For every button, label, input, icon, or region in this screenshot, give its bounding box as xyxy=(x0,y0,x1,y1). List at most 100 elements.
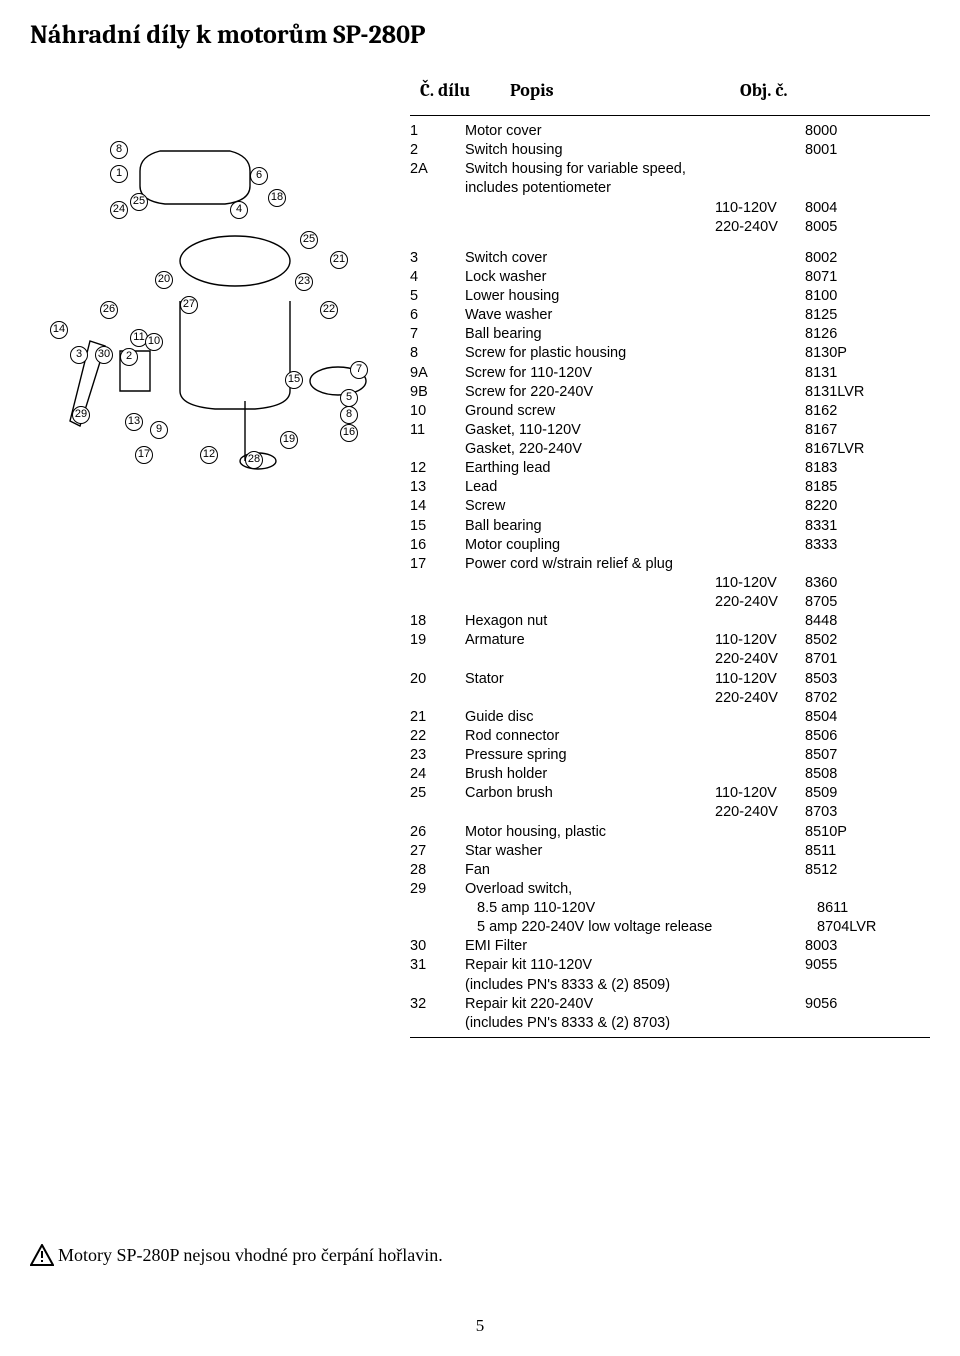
cell-order-number: 8509 xyxy=(805,784,895,803)
cell-variant xyxy=(715,122,805,141)
cell-variant: 110-120V xyxy=(715,574,805,593)
cell-variant xyxy=(715,536,805,555)
cell-order-number: 8503 xyxy=(805,670,895,689)
warning-text: Motory SP-280P nejsou vhodné pro čerpání… xyxy=(58,1245,443,1266)
page-title: Náhradní díly k motorům SP-280P xyxy=(30,20,930,50)
cell-description: EMI Filter xyxy=(465,937,715,956)
table-row: 16Motor coupling8333 xyxy=(410,536,930,555)
diagram-callout: 8 xyxy=(340,406,358,424)
cell-variant: 220-240V xyxy=(715,593,805,612)
cell-part-number: 19 xyxy=(410,631,465,650)
cell-order-number: 8703 xyxy=(805,803,895,822)
cell-variant xyxy=(715,1014,805,1033)
table-row: 18Hexagon nut8448 xyxy=(410,612,930,631)
cell-part-number: 30 xyxy=(410,937,465,956)
cell-part-number: 31 xyxy=(410,956,465,975)
diagram-callout: 13 xyxy=(125,413,143,431)
cell-variant xyxy=(715,141,805,160)
cell-order-number: 8126 xyxy=(805,325,895,344)
cell-order-number: 8002 xyxy=(805,249,895,268)
diagram-callout: 19 xyxy=(280,431,298,449)
cell-variant xyxy=(715,746,805,765)
exploded-diagram: 8162518424252120232627221411103302715529… xyxy=(30,111,410,501)
cell-description: Ball bearing xyxy=(465,517,715,536)
cell-variant xyxy=(715,765,805,784)
cell-description: Repair kit 220-240V xyxy=(465,995,715,1014)
cell-description: (includes PN's 8333 & (2) 8509) xyxy=(465,976,715,995)
cell-variant xyxy=(715,268,805,287)
cell-part-number xyxy=(410,574,465,593)
cell-variant xyxy=(715,306,805,325)
cell-description xyxy=(465,574,715,593)
cell-order-number: 8611 xyxy=(817,899,907,918)
cell-description: Switch housing xyxy=(465,141,715,160)
table-row: 15Ball bearing8331 xyxy=(410,517,930,536)
cell-description: Gasket, 220-240V xyxy=(465,440,715,459)
diagram-callout: 6 xyxy=(250,167,268,185)
table-row: 19Armature110-120V8502 xyxy=(410,631,930,650)
table-row: 11Gasket, 110-120V8167 xyxy=(410,421,930,440)
diagram-callout: 2 xyxy=(120,348,138,366)
diagram-callout: 29 xyxy=(72,406,90,424)
cell-description: Star washer xyxy=(465,842,715,861)
cell-part-number xyxy=(410,689,465,708)
diagram-callout: 30 xyxy=(95,346,113,364)
cell-order-number xyxy=(805,555,895,574)
table-row: 12Earthing lead8183 xyxy=(410,459,930,478)
table-row: 220-240V8702 xyxy=(410,689,930,708)
cell-variant xyxy=(715,344,805,363)
cell-order-number: 8130P xyxy=(805,344,895,363)
cell-order-number: 8360 xyxy=(805,574,895,593)
table-row: 7Ball bearing 8126 xyxy=(410,325,930,344)
cell-part-number xyxy=(410,218,465,237)
cell-description: Ground screw xyxy=(465,402,715,421)
cell-variant: 110-120V xyxy=(715,199,805,218)
cell-part-number: 16 xyxy=(410,536,465,555)
cell-part-number: 25 xyxy=(410,784,465,803)
cell-variant xyxy=(715,995,805,1014)
table-row: (includes PN's 8333 & (2) 8703) xyxy=(410,1014,930,1033)
cell-part-number: 9A xyxy=(410,364,465,383)
cell-description: Ball bearing xyxy=(465,325,715,344)
table-row: 21Guide disc8504 xyxy=(410,708,930,727)
cell-part-number: 2A xyxy=(410,160,465,179)
diagram-callout: 7 xyxy=(350,361,368,379)
cell-part-number: 7 xyxy=(410,325,465,344)
cell-variant: 110-120V xyxy=(715,631,805,650)
cell-part-number xyxy=(410,593,465,612)
cell-order-number: 8185 xyxy=(805,478,895,497)
cell-part-number xyxy=(410,918,465,937)
table-row: 2Switch housing8001 xyxy=(410,141,930,160)
diagram-callout: 12 xyxy=(200,446,218,464)
cell-description: Pressure spring xyxy=(465,746,715,765)
table-row: 9AScrew for 110-120V8131 xyxy=(410,364,930,383)
cell-part-number: 29 xyxy=(410,880,465,899)
table-row: 5 amp 220-240V low voltage release8704LV… xyxy=(410,918,930,937)
table-row: includes potentiometer xyxy=(410,179,930,198)
cell-order-number: 8167LVR xyxy=(805,440,895,459)
cell-variant: 220-240V xyxy=(715,650,805,669)
cell-variant xyxy=(715,497,805,516)
cell-part-number: 6 xyxy=(410,306,465,325)
cell-description: Switch cover xyxy=(465,249,715,268)
cell-order-number: 8705 xyxy=(805,593,895,612)
table-row: 32Repair kit 220-240V9056 xyxy=(410,995,930,1014)
cell-variant xyxy=(715,708,805,727)
warning-line: Motory SP-280P nejsou vhodné pro čerpání… xyxy=(30,1244,930,1266)
cell-variant: 110-120V xyxy=(715,784,805,803)
cell-description: Lead xyxy=(465,478,715,497)
cell-description: Screw for plastic housing xyxy=(465,344,715,363)
cell-order-number: 8071 xyxy=(805,268,895,287)
cell-description xyxy=(465,689,715,708)
cell-variant xyxy=(715,478,805,497)
table-row: 25Carbon brush110-120V8509 xyxy=(410,784,930,803)
cell-order-number: 8331 xyxy=(805,517,895,536)
table-row: 31Repair kit 110-120V9055 xyxy=(410,956,930,975)
cell-order-number: 8504 xyxy=(805,708,895,727)
cell-description: Switch housing for variable speed, xyxy=(465,160,715,179)
cell-variant xyxy=(715,249,805,268)
diagram-callout: 21 xyxy=(330,251,348,269)
header-description: Popis xyxy=(510,80,740,101)
table-row: 220-240V8705 xyxy=(410,593,930,612)
table-headers: Č. dílu Popis Obj. č. xyxy=(420,80,930,101)
